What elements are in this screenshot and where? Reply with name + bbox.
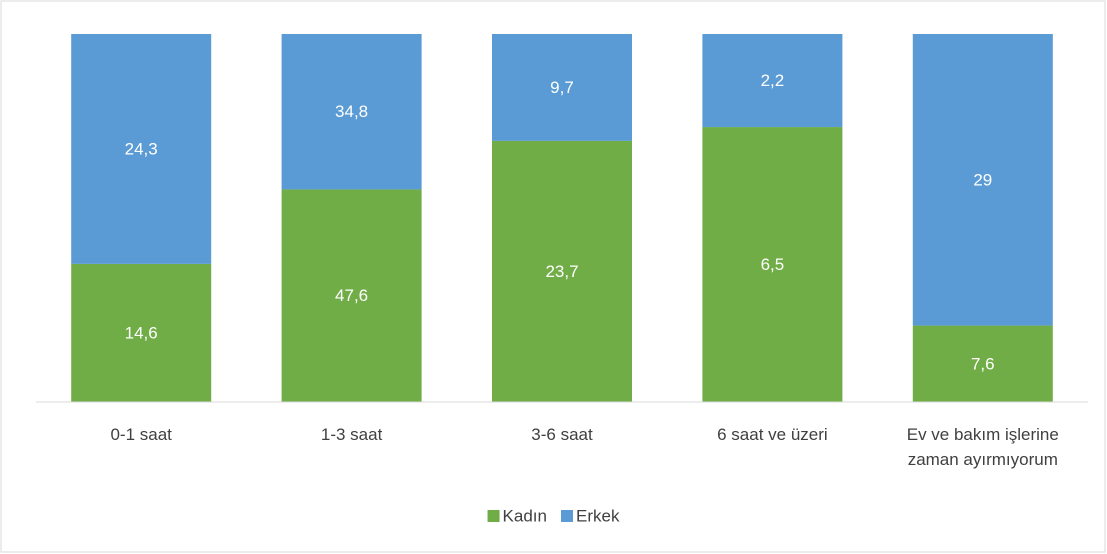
data-label: 7,6 bbox=[971, 354, 995, 373]
data-label: 24,3 bbox=[125, 139, 158, 158]
bar-segment bbox=[492, 140, 632, 402]
x-tick-label: 1-3 saat bbox=[320, 425, 383, 444]
data-label: 6,5 bbox=[761, 255, 785, 274]
bar-segment bbox=[281, 34, 422, 190]
data-label: 14,6 bbox=[125, 323, 158, 342]
bar-segment bbox=[492, 34, 632, 141]
legend-swatch bbox=[487, 510, 500, 522]
x-tick-label: 6 saat ve üzeri bbox=[717, 425, 828, 444]
bar-segment bbox=[912, 34, 1053, 326]
bar-segment bbox=[912, 325, 1053, 402]
legend-swatch bbox=[560, 510, 573, 522]
legend-label: Kadın bbox=[503, 506, 547, 525]
bar-segment bbox=[702, 127, 843, 403]
bar-segment bbox=[71, 263, 212, 402]
data-label: 23,7 bbox=[545, 262, 578, 281]
data-label: 47,6 bbox=[335, 286, 368, 305]
bar-segment bbox=[702, 34, 843, 128]
data-label: 34,8 bbox=[335, 102, 368, 121]
data-label: 2,2 bbox=[761, 71, 785, 90]
data-label: 9,7 bbox=[550, 78, 574, 97]
data-label: 29 bbox=[973, 170, 992, 189]
bar-segment bbox=[281, 189, 422, 402]
bar-segment bbox=[71, 34, 212, 264]
legend-label: Erkek bbox=[576, 506, 620, 525]
x-tick-label: 0-1 saat bbox=[110, 425, 172, 444]
x-tick-label: 3-6 saat bbox=[531, 425, 593, 444]
x-tick-label: Ev ve bakım işlerine zaman ayırmıyorum bbox=[906, 425, 1059, 469]
